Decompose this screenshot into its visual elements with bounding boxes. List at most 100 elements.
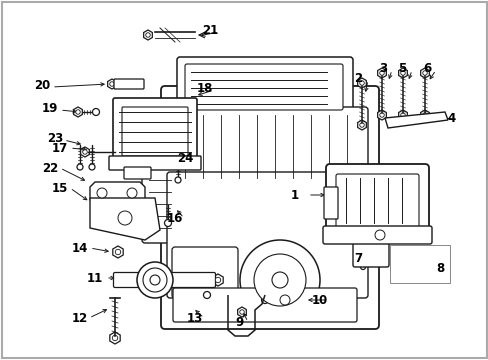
Circle shape [142,268,167,292]
Circle shape [271,272,287,288]
Circle shape [92,108,99,116]
Polygon shape [377,110,386,120]
Polygon shape [237,307,246,317]
Circle shape [422,71,427,75]
Polygon shape [357,120,366,130]
Circle shape [76,110,80,114]
Text: 14: 14 [72,242,88,255]
Circle shape [280,295,289,305]
FancyBboxPatch shape [184,64,342,110]
FancyBboxPatch shape [335,174,418,230]
FancyBboxPatch shape [114,79,143,89]
Circle shape [82,150,87,154]
Polygon shape [420,68,428,78]
FancyBboxPatch shape [167,107,367,183]
Text: 13: 13 [186,311,203,324]
FancyBboxPatch shape [352,243,388,267]
Text: 17: 17 [52,141,68,154]
Polygon shape [90,198,160,240]
Circle shape [374,230,384,240]
FancyBboxPatch shape [113,98,197,167]
FancyBboxPatch shape [173,288,356,322]
Circle shape [97,188,107,198]
Circle shape [215,277,220,283]
FancyBboxPatch shape [124,167,151,179]
Circle shape [203,292,210,298]
Text: 7: 7 [353,252,361,265]
Text: 6: 6 [422,62,430,75]
FancyBboxPatch shape [109,156,201,170]
Circle shape [109,82,114,86]
Circle shape [359,81,364,85]
Text: 24: 24 [177,152,193,165]
Text: 3: 3 [378,62,386,75]
Polygon shape [384,112,447,128]
Text: 19: 19 [42,102,58,114]
Circle shape [164,220,171,226]
Circle shape [145,33,150,37]
Text: 20: 20 [34,78,50,91]
Circle shape [359,123,364,127]
Text: 10: 10 [311,293,327,306]
Circle shape [239,310,244,314]
Polygon shape [110,332,120,344]
FancyBboxPatch shape [170,273,215,288]
Text: 2: 2 [353,72,361,85]
Circle shape [127,188,137,198]
FancyBboxPatch shape [113,273,146,288]
Circle shape [253,254,305,306]
Circle shape [400,113,405,117]
Circle shape [360,265,365,270]
Polygon shape [143,30,152,40]
Text: 5: 5 [397,62,406,75]
FancyBboxPatch shape [122,107,187,156]
Circle shape [150,275,160,285]
Text: 1: 1 [290,189,299,202]
Polygon shape [398,110,407,120]
Polygon shape [377,68,386,78]
Text: 8: 8 [435,261,443,274]
Circle shape [379,71,384,75]
Circle shape [89,164,95,170]
Polygon shape [398,68,407,78]
Text: 15: 15 [52,181,68,194]
FancyBboxPatch shape [161,86,378,329]
Text: 18: 18 [196,81,213,95]
Polygon shape [420,110,428,120]
Text: 22: 22 [42,162,58,175]
FancyBboxPatch shape [167,172,367,298]
Circle shape [418,266,423,270]
FancyBboxPatch shape [362,173,384,227]
Text: 4: 4 [447,112,455,125]
Circle shape [175,177,181,183]
Circle shape [400,71,405,75]
FancyBboxPatch shape [172,247,238,298]
Circle shape [418,248,423,252]
Polygon shape [107,79,116,89]
Text: 11: 11 [87,271,103,284]
Circle shape [112,335,118,341]
Polygon shape [81,147,89,157]
Circle shape [137,262,173,298]
Text: 23: 23 [47,131,63,144]
Circle shape [77,164,83,170]
Circle shape [115,249,121,255]
Circle shape [118,211,132,225]
Circle shape [261,297,268,303]
Polygon shape [357,78,366,88]
Text: 12: 12 [72,311,88,324]
Circle shape [186,102,193,108]
Circle shape [422,113,427,117]
Text: 16: 16 [166,212,183,225]
Polygon shape [74,107,82,117]
Polygon shape [113,246,123,258]
FancyBboxPatch shape [142,157,178,243]
Polygon shape [212,274,223,286]
FancyBboxPatch shape [325,164,428,240]
FancyBboxPatch shape [323,226,431,244]
Text: 21: 21 [202,23,218,36]
Circle shape [379,113,384,117]
FancyBboxPatch shape [389,245,449,283]
Circle shape [240,240,319,320]
FancyBboxPatch shape [324,187,337,219]
